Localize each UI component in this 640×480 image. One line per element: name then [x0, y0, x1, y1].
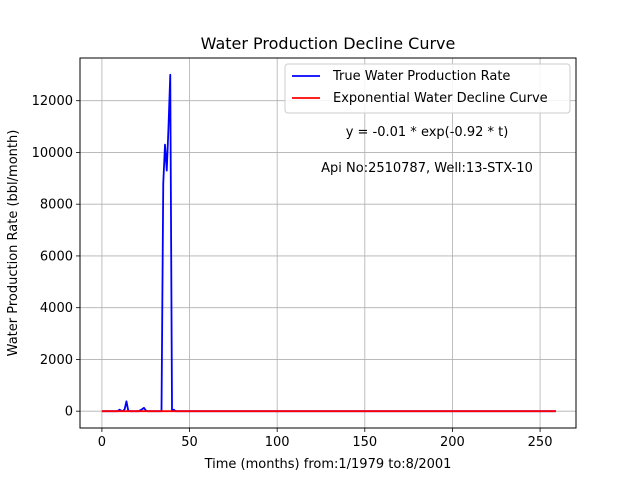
y-tick-label: 12000 — [32, 94, 73, 109]
x-tick-label: 200 — [440, 435, 465, 450]
y-tick-label: 2000 — [40, 353, 73, 368]
y-tick-label: 10000 — [32, 146, 73, 161]
well-annotation: Api No:2510787, Well:13-STX-10 — [321, 161, 533, 176]
y-tick-label: 8000 — [40, 198, 73, 213]
series-lines — [101, 73, 556, 413]
x-tick-label: 50 — [181, 435, 198, 450]
legend-label-true-rate: True Water Production Rate — [332, 69, 510, 84]
legend-label-exponential-curve: Exponential Water Decline Curve — [333, 91, 548, 106]
axis-ticks: 0 50 100 150 200 250 0 2000 4000 6000 8000 10000 120… — [32, 94, 553, 450]
chart-title: Water Production Decline Curve — [201, 34, 456, 53]
x-tick-label: 0 — [98, 435, 106, 450]
x-tick-label: 250 — [528, 435, 553, 450]
y-tick-label: 4000 — [40, 301, 73, 316]
y-axis-label: Water Production Rate (bbl/month) — [6, 130, 21, 357]
equation-annotation: y = -0.01 * exp(-0.92 * t) — [346, 125, 509, 140]
x-tick-label: 150 — [352, 435, 377, 450]
legend: True Water Production Rate Exponential W… — [284, 63, 571, 114]
plot-frame — [79, 57, 577, 429]
y-tick-label: 0 — [65, 405, 73, 420]
x-axis-label: Time (months) from:1/1979 to:8/2001 — [204, 457, 452, 472]
legend-box — [284, 63, 571, 114]
x-tick-label: 100 — [265, 435, 290, 450]
y-tick-label: 6000 — [40, 249, 73, 264]
